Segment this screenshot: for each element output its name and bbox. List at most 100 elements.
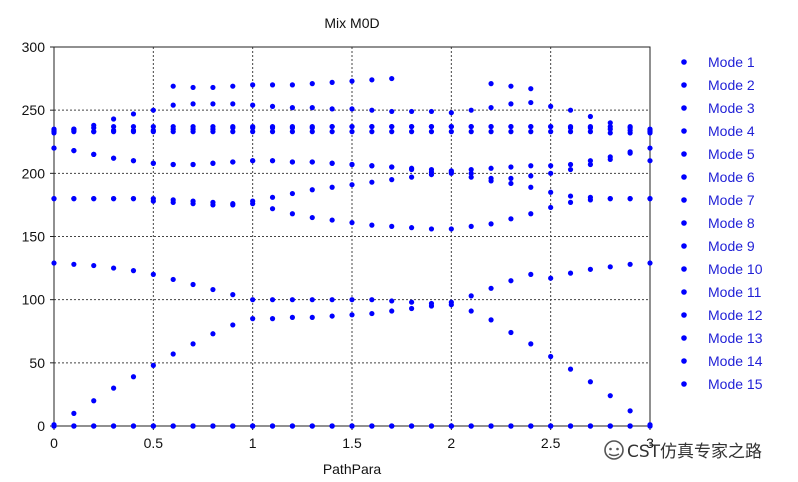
data-point [567,366,574,372]
data-point [528,123,534,130]
data-point [51,196,57,202]
data-point [488,165,494,171]
data-point [309,123,315,130]
legend-marker [681,381,687,387]
data-point [448,226,454,232]
data-point [627,149,633,155]
data-point [508,123,514,130]
y-tick-label: 250 [22,102,46,118]
data-point [587,194,594,200]
data-point [349,161,355,168]
data-point [289,159,295,165]
legend-label: Mode 13 [708,330,763,346]
data-point [329,313,335,319]
legend-label: Mode 5 [708,146,755,162]
legend-marker [681,59,687,65]
data-point [607,264,613,270]
data-point [71,196,77,202]
data-point [210,101,216,107]
data-point [190,129,196,135]
data-point [567,193,574,199]
data-point [289,314,295,320]
data-point [409,108,415,115]
data-point [71,410,77,416]
data-point [190,341,196,347]
data-point [230,159,236,165]
legend-label: Mode 1 [708,54,755,70]
data-point [548,204,554,211]
data-point [369,179,375,185]
legend-item: Mode 6 [681,169,755,185]
data-point [349,129,355,135]
data-point [289,123,295,130]
data-point [389,298,395,304]
data-point [130,111,137,117]
data-point [548,123,554,130]
data-point [150,107,156,113]
legend-item: Mode 3 [681,100,755,116]
x-tick-label: 2.5 [541,435,561,451]
data-point [210,129,216,135]
data-point [428,423,435,429]
data-point [587,423,594,429]
legend-label: Mode 15 [708,376,763,392]
legend-marker [681,105,687,111]
data-point [369,163,375,169]
data-point [369,123,375,130]
data-point [309,314,315,320]
legend-item: Mode 2 [681,77,755,93]
data-point [488,178,494,184]
chart-title: Mix M0D [324,15,379,31]
data-point [269,316,276,322]
data-point [309,187,315,193]
data-point [528,129,534,135]
data-point [250,316,256,322]
y-tick-label: 150 [22,229,46,245]
data-point [468,129,474,135]
legend-item: Mode 1 [681,54,755,70]
data-point [468,293,474,299]
data-point [548,129,554,135]
x-tick-label: 2 [447,435,455,451]
data-point [349,220,355,226]
data-point [607,393,613,399]
data-point [607,154,613,160]
data-point [587,379,594,385]
y-tick-label: 100 [22,292,46,308]
series-13 [51,126,653,136]
data-point [409,423,415,429]
data-point [170,83,176,89]
data-point [548,353,554,360]
x-axis-label: PathPara [323,461,382,477]
data-point [250,198,256,204]
legend-marker [681,220,687,226]
legend-marker [681,266,687,272]
data-point [269,123,276,130]
data-point [250,82,256,88]
legend-item: Mode 15 [681,376,763,392]
legend-item: Mode 13 [681,330,763,346]
series-14 [170,75,534,92]
legend-marker [681,289,687,295]
data-point [250,297,256,303]
watermark-text: CST仿真专家之路 [627,442,762,462]
data-point [130,268,137,274]
data-point [448,423,454,429]
data-point [508,101,514,107]
data-point [627,196,633,202]
data-point [250,423,256,429]
data-point [190,161,196,168]
data-point [210,286,216,293]
data-point [567,107,574,113]
data-point [349,106,355,112]
data-point [250,129,256,135]
data-point [548,103,554,109]
data-point [111,385,117,391]
data-point [508,180,514,187]
data-point [190,123,196,130]
data-point [329,106,335,112]
x-tick-label: 0.5 [144,435,164,451]
data-point [210,123,216,130]
data-point [369,129,375,135]
